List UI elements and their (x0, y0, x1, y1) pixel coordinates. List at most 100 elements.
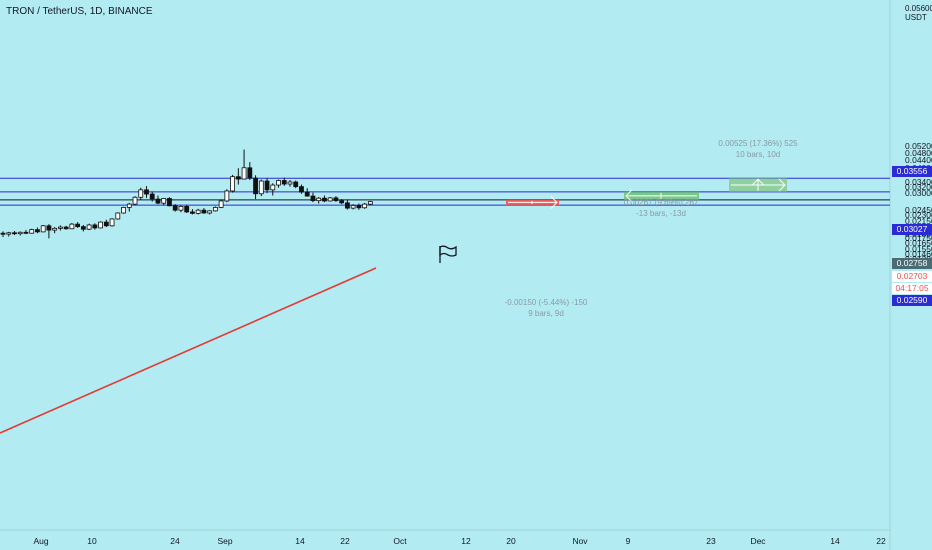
candle (350, 204, 356, 210)
candle (172, 204, 178, 212)
candles[interactable] (0, 149, 373, 239)
candle (149, 191, 155, 202)
flag-icon[interactable] (439, 245, 457, 263)
candle (92, 223, 98, 230)
time-label: Dec (750, 536, 766, 546)
candle (52, 227, 58, 234)
time-label: 14 (295, 536, 305, 546)
candle (235, 168, 241, 185)
candle (132, 196, 138, 206)
candle (190, 209, 195, 215)
price-label: 0.01460 (905, 248, 932, 259)
candle (230, 174, 236, 193)
candle (161, 197, 167, 206)
candle (212, 206, 218, 212)
candle (69, 222, 75, 230)
candle (178, 205, 184, 213)
unit-label: USDT (905, 13, 927, 22)
time-label: 20 (506, 536, 516, 546)
candle (293, 180, 299, 189)
time-label: Sep (217, 536, 233, 546)
candle (362, 202, 368, 209)
price-tag: 0.02758 (892, 258, 932, 269)
candle (29, 228, 35, 234)
candle (46, 224, 52, 239)
candle (98, 221, 103, 229)
time-label: 23 (706, 536, 716, 546)
candle (184, 204, 190, 213)
price-tag: 0.03027 (892, 224, 932, 235)
candle (138, 187, 144, 201)
measure-box[interactable] (729, 178, 787, 192)
candle (121, 206, 126, 214)
candle (155, 195, 161, 205)
candle (287, 180, 293, 187)
measure-box[interactable] (624, 189, 699, 203)
price-unit: 0.05600 USDT (905, 4, 932, 22)
candle (247, 162, 253, 181)
time-label: 9 (625, 536, 631, 546)
candle (316, 196, 322, 204)
candle (344, 199, 350, 210)
measure-label: -0.00150 (-5.44%) -150 9 bars, 9d (504, 298, 588, 318)
price-tag: 0.02590 (892, 295, 932, 306)
candle (58, 225, 63, 231)
measure-box[interactable] (506, 196, 559, 209)
candle (12, 230, 17, 236)
candle (75, 222, 81, 228)
candle (322, 195, 327, 203)
time-label: 22 (876, 536, 886, 546)
time-label: Nov (572, 536, 588, 546)
candle (327, 196, 333, 202)
candle (167, 197, 172, 207)
candle (23, 230, 29, 235)
candle (144, 186, 149, 198)
time-label: 10 (87, 536, 97, 546)
time-label: 12 (461, 536, 471, 546)
price-tag: 04:17:05 (892, 283, 932, 294)
measure-boxes[interactable] (506, 178, 787, 209)
price-top-label: 0.05600 (905, 4, 932, 13)
candle (109, 218, 115, 227)
price-tag: 0.02703 (892, 271, 932, 282)
price-tag: 0.03556 (892, 166, 932, 177)
candle (264, 178, 270, 194)
candle (17, 231, 23, 236)
time-label: 22 (340, 536, 350, 546)
candle (241, 149, 247, 180)
candle (35, 227, 40, 234)
chart-title: TRON / TetherUS, 1D, BINANCE (6, 6, 153, 17)
candle (63, 225, 69, 230)
time-label: Oct (393, 536, 407, 546)
candle (126, 202, 132, 212)
candle (218, 199, 224, 209)
candle (86, 223, 92, 231)
candle (103, 219, 109, 228)
candle (333, 196, 339, 202)
candle (115, 212, 121, 220)
candle (356, 203, 362, 210)
candle (253, 175, 258, 200)
candle (339, 199, 345, 205)
time-label: 14 (830, 536, 840, 546)
candle (0, 231, 6, 237)
candle (281, 177, 287, 186)
candle (80, 224, 86, 232)
time-label: Aug (33, 536, 49, 546)
candle (201, 208, 207, 214)
trendline[interactable] (0, 267, 377, 434)
candle (310, 192, 316, 203)
